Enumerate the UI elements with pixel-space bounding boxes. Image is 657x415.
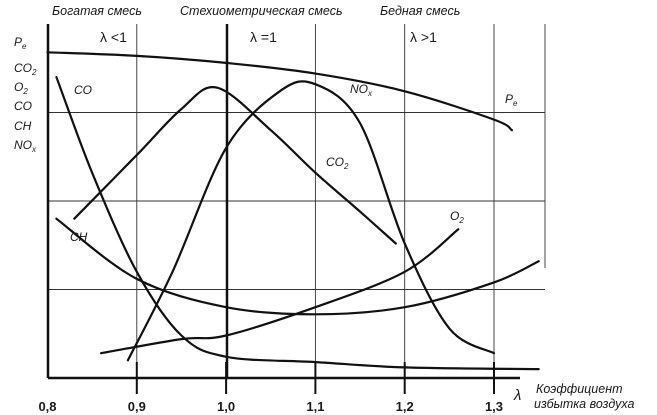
curve-label-o2: O2 [450,209,464,225]
curves [46,51,540,371]
y-label-pe: Pe [14,35,27,51]
y-label-co: CO [14,99,32,113]
x-tick-label: 1,2 [396,399,414,414]
series-line-ch [55,217,540,316]
x-tick-label: 0,8 [38,399,56,414]
curve-label-ch: CH [70,230,88,244]
x-axis-title-line2: избытка воздуха [534,397,634,411]
curve-label-co2: CO2 [326,155,349,171]
y-label-nox: NOx [14,138,37,154]
x-tick-label: 0,9 [128,399,146,414]
region-rich: λ <1 [100,29,127,45]
grid [47,24,546,378]
curve-labels: CO CH CO2 NOx O2 Pe [70,82,518,244]
series-line-o2 [100,228,460,355]
x-axis-symbol: λ [513,387,521,404]
curve-label-co: CO [74,83,92,97]
x-tick-label: 1,1 [306,399,324,414]
header-lean: Бедная смесь [380,4,460,18]
x-ticks: 0,8 0,9 1,0 1,1 1,2 1,3 [38,362,503,414]
header-rich: Богатая смесь [52,4,142,18]
series-line-co [55,76,540,371]
region-lean: λ >1 [410,29,437,45]
series-line-pe [46,51,513,132]
y-axis-labels: Pe CO2 O2 CO CH NOx [14,35,37,154]
series-line-co2 [73,86,397,245]
y-label-ch: CH [14,119,32,133]
x-axis-title-line1: Коэффициент [536,382,623,396]
region-stoich: λ =1 [250,29,277,45]
x-tick-label: 1,3 [485,399,503,414]
series-line-nox [126,80,496,362]
x-tick-label: 1,0 [217,399,235,414]
header-stoich: Стехиометрическая смесь [180,4,343,18]
y-label-o2: O2 [14,80,28,96]
curve-label-nox: NOx [350,82,373,98]
curve-label-pe: Pe [505,92,518,108]
y-label-co2: CO2 [14,61,37,77]
